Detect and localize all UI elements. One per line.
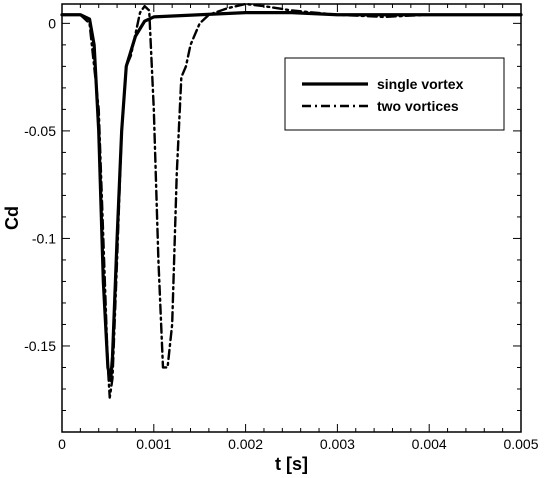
y-tick-label: -0.15	[24, 338, 56, 354]
tick-labels: 0 0.001 0.002 0.003 0.004 0.005 0 -0.05 -0.1 -0.1…	[24, 15, 539, 452]
legend: single vortex two vortices	[284, 57, 505, 131]
x-tick-label: 0.001	[136, 436, 171, 452]
y-tick-label: -0.05	[24, 123, 56, 139]
axis-ticks	[61, 4, 522, 433]
legend-label-two-vortices: two vortices	[377, 98, 459, 114]
legend-label-single-vortex: single vortex	[377, 76, 464, 92]
series-line-two-vortices	[60, 2, 523, 399]
x-tick-label: 0.003	[320, 436, 355, 452]
x-tick-label: 0	[58, 436, 66, 452]
y-axis-title: Cd	[2, 206, 22, 230]
plot-lines	[60, 2, 523, 399]
x-tick-label: 0.002	[228, 436, 263, 452]
plot-frame	[61, 3, 522, 433]
x-tick-label: 0.004	[412, 436, 447, 452]
legend-box	[284, 57, 505, 131]
y-tick-label: -0.1	[32, 230, 56, 246]
x-tick-label: 0.005	[503, 436, 538, 452]
y-tick-label: 0	[48, 15, 56, 31]
x-axis-title: t [s]	[275, 454, 308, 474]
